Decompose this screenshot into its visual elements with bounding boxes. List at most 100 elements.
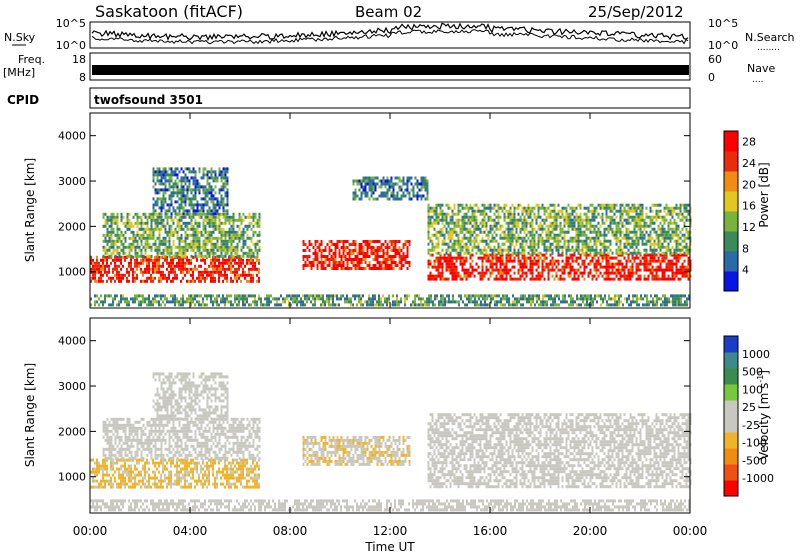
power-cell <box>136 221 139 225</box>
power-cell <box>659 242 662 246</box>
power-cell <box>176 221 179 225</box>
power-cell <box>507 248 510 252</box>
power-cell <box>222 188 225 192</box>
power-cell <box>465 259 468 263</box>
power-cell <box>204 185 207 189</box>
power-cell <box>663 206 666 210</box>
power-cell <box>306 258 309 261</box>
power-cell <box>433 274 436 278</box>
power-cell <box>184 242 187 246</box>
power-cell <box>152 179 155 183</box>
power-cell <box>338 264 341 267</box>
power-cell <box>204 197 207 201</box>
power-cell <box>657 209 660 213</box>
power-cell <box>164 185 167 189</box>
power-cell <box>172 185 175 189</box>
power-cell <box>166 221 169 225</box>
power-cell <box>156 212 159 216</box>
power-cell <box>467 274 470 278</box>
power-cell <box>90 297 92 301</box>
power-cell <box>663 268 666 272</box>
power-cell <box>152 233 155 237</box>
power-cell <box>208 218 211 222</box>
power-cell <box>502 303 504 307</box>
power-cell <box>386 303 388 307</box>
power-cell <box>597 239 600 243</box>
power-cell <box>168 209 171 213</box>
power-cell <box>212 300 214 304</box>
power-cell <box>599 271 602 275</box>
power-cell <box>230 236 233 240</box>
power-cell <box>471 265 474 269</box>
power-cell <box>467 236 470 240</box>
power-cell <box>242 270 244 274</box>
power-cell <box>124 239 127 243</box>
power-cell <box>206 182 209 186</box>
power-cell <box>496 294 498 298</box>
power-cell <box>138 303 140 307</box>
power-cell <box>152 297 154 301</box>
date-title: 25/Sep/2012 <box>588 3 684 21</box>
power-cell <box>344 249 347 252</box>
power-cell <box>515 230 518 234</box>
power-cell <box>352 258 355 261</box>
power-cell <box>196 248 199 252</box>
power-cell <box>476 300 478 304</box>
power-cell <box>168 176 171 180</box>
power-cell <box>336 240 339 243</box>
power-cell <box>96 279 98 283</box>
power-cell <box>635 230 638 234</box>
power-cell <box>619 209 622 213</box>
power-cell <box>635 209 638 213</box>
power-cell <box>258 218 261 222</box>
power-cell <box>398 176 401 180</box>
power-cell <box>657 212 660 216</box>
power-cell <box>196 188 199 192</box>
power-cell <box>148 233 151 237</box>
power-cell <box>553 259 556 263</box>
power-cell <box>228 215 231 219</box>
power-cell <box>258 215 261 219</box>
power-cell <box>156 179 159 183</box>
power-cell <box>685 271 688 275</box>
power-cell <box>645 230 648 234</box>
power-cell <box>192 276 194 280</box>
power-cell <box>148 212 151 216</box>
power-cell <box>589 230 592 234</box>
power-cell <box>104 297 106 301</box>
power-cell <box>675 265 678 269</box>
power-cell <box>170 230 173 234</box>
power-cell <box>449 206 452 210</box>
power-cell <box>521 209 524 213</box>
power-cell <box>154 191 157 195</box>
power-cell <box>318 261 321 264</box>
power-cell <box>611 230 614 234</box>
power-cell <box>667 221 670 225</box>
power-cell <box>162 273 164 277</box>
power-cell <box>322 297 324 301</box>
power-cell <box>178 300 180 304</box>
power-cell <box>116 276 118 280</box>
power-cell <box>142 294 144 298</box>
power-cell <box>617 253 620 257</box>
power-cell <box>144 251 147 255</box>
power-cell <box>378 267 381 270</box>
power-cell <box>168 276 170 280</box>
power-cell <box>162 197 165 201</box>
power-cell <box>565 256 568 260</box>
power-cell <box>180 239 183 243</box>
power-cell <box>569 206 572 210</box>
power-cell <box>669 251 672 255</box>
power-cell <box>469 206 472 210</box>
power-cell <box>507 233 510 237</box>
power-cell <box>431 233 434 237</box>
power-cell <box>503 268 506 272</box>
power-cell <box>547 233 550 237</box>
power-cell <box>428 300 430 304</box>
power-cell <box>561 245 564 249</box>
power-cell <box>140 251 143 255</box>
power-cell <box>164 254 167 258</box>
power-cell <box>469 271 472 275</box>
power-cell <box>242 212 245 216</box>
power-cell <box>146 215 149 219</box>
